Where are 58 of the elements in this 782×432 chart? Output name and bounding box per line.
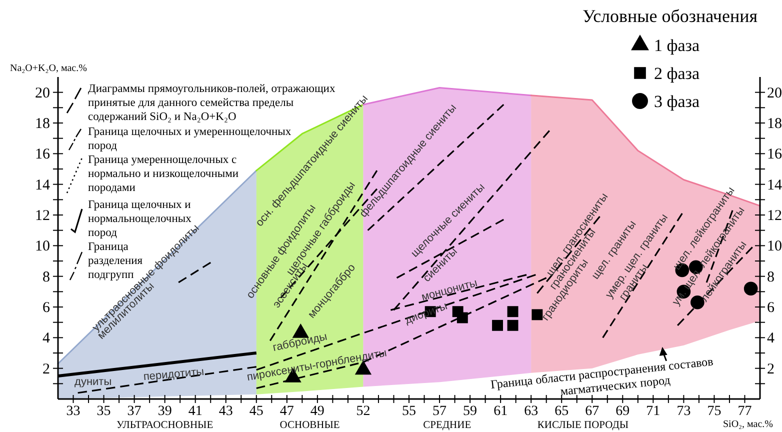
annotation: габброиды (272, 330, 328, 354)
x-tick-label: 65 (554, 404, 569, 419)
y-tick-label: 8 (42, 269, 50, 286)
y2-tick-label: 14 (767, 177, 782, 194)
x-tick-label: 37 (127, 404, 142, 419)
y-tick-label: 4 (42, 330, 50, 347)
annotation: Диаграммы прямоугольников-полей, отражающих принятые для данного семейства пределы содержаний SiO₂ и Na₂O+K₂O (88, 83, 336, 123)
y2-tick-label: 10 (767, 238, 782, 255)
x-tick-label: 67 (585, 404, 600, 419)
legend-label: 3 фаза (654, 92, 700, 111)
x-tick-label: 71 (646, 404, 660, 419)
x-tick-label: 49 (310, 404, 324, 419)
y2-tick-label: 2 (767, 361, 774, 378)
y2-tick-label: 8 (767, 269, 774, 286)
x-tick-label: 73 (676, 404, 691, 419)
legend-label: 1 фаза (654, 36, 700, 55)
y-tick-label: 12 (35, 208, 50, 224)
legend-title: Условные обозначения (582, 6, 758, 26)
x-tick-label: 55 (402, 404, 416, 419)
x-tick-label: 61 (494, 404, 508, 419)
y-tick-label: 16 (35, 146, 50, 163)
x-tick-label: 77 (738, 404, 752, 419)
y2-tick-label: 6 (767, 300, 775, 316)
y2-tick-label: 12 (767, 208, 782, 224)
y2-tick-label: 4 (767, 330, 775, 347)
x-tick-label: 39 (158, 404, 172, 419)
y-tick-label: 6 (42, 300, 50, 316)
x-tick-label: 63 (524, 404, 538, 419)
legend-label: 2 фаза (654, 64, 700, 83)
x-tick-label: 69 (616, 404, 630, 419)
text: СРЕДНИЕ (423, 420, 472, 431)
x-tick-label: 35 (96, 404, 111, 419)
text: УЛЬТРАОСНОВНЫЕ (116, 420, 214, 431)
annotation: дуниты (74, 376, 112, 388)
annotation: Граница умереннощелочных с нормально и низкощелочными породами (88, 154, 239, 194)
y-tick-label: 18 (35, 116, 50, 132)
x-tick-label: 75 (707, 404, 722, 419)
text: КИСЛЫЕ ПОРОДЫ (537, 420, 629, 431)
x-tick-label: 52 (356, 404, 370, 419)
annotation: Граница области распространения составов магматических пород (490, 354, 714, 398)
x-tick-label: 43 (218, 404, 233, 419)
y-tick-label: 20 (35, 85, 50, 102)
y-tick-label: 14 (35, 177, 50, 194)
y-tick-label: 2 (42, 361, 50, 378)
annotation: перидотиты (142, 366, 205, 384)
y2-tick-label: 20 (767, 85, 782, 102)
text: ОСНОВНЫЕ (280, 420, 340, 431)
x-tick-label: 59 (463, 404, 478, 419)
x-tick-label: 41 (188, 404, 202, 419)
y-axis-title: Na₂O+K₂O, мас.% (10, 63, 87, 74)
x-tick-label: 45 (249, 404, 264, 419)
y-tick-label: 10 (35, 238, 50, 255)
y2-tick-label: 16 (767, 146, 782, 163)
x-tick-label: 57 (432, 404, 447, 419)
y2-tick-label: 18 (767, 116, 782, 132)
x-axis-title: SiO₂, мас.% (723, 419, 774, 430)
x-tick-label: 47 (280, 404, 294, 419)
x-tick-label: 33 (66, 404, 80, 419)
